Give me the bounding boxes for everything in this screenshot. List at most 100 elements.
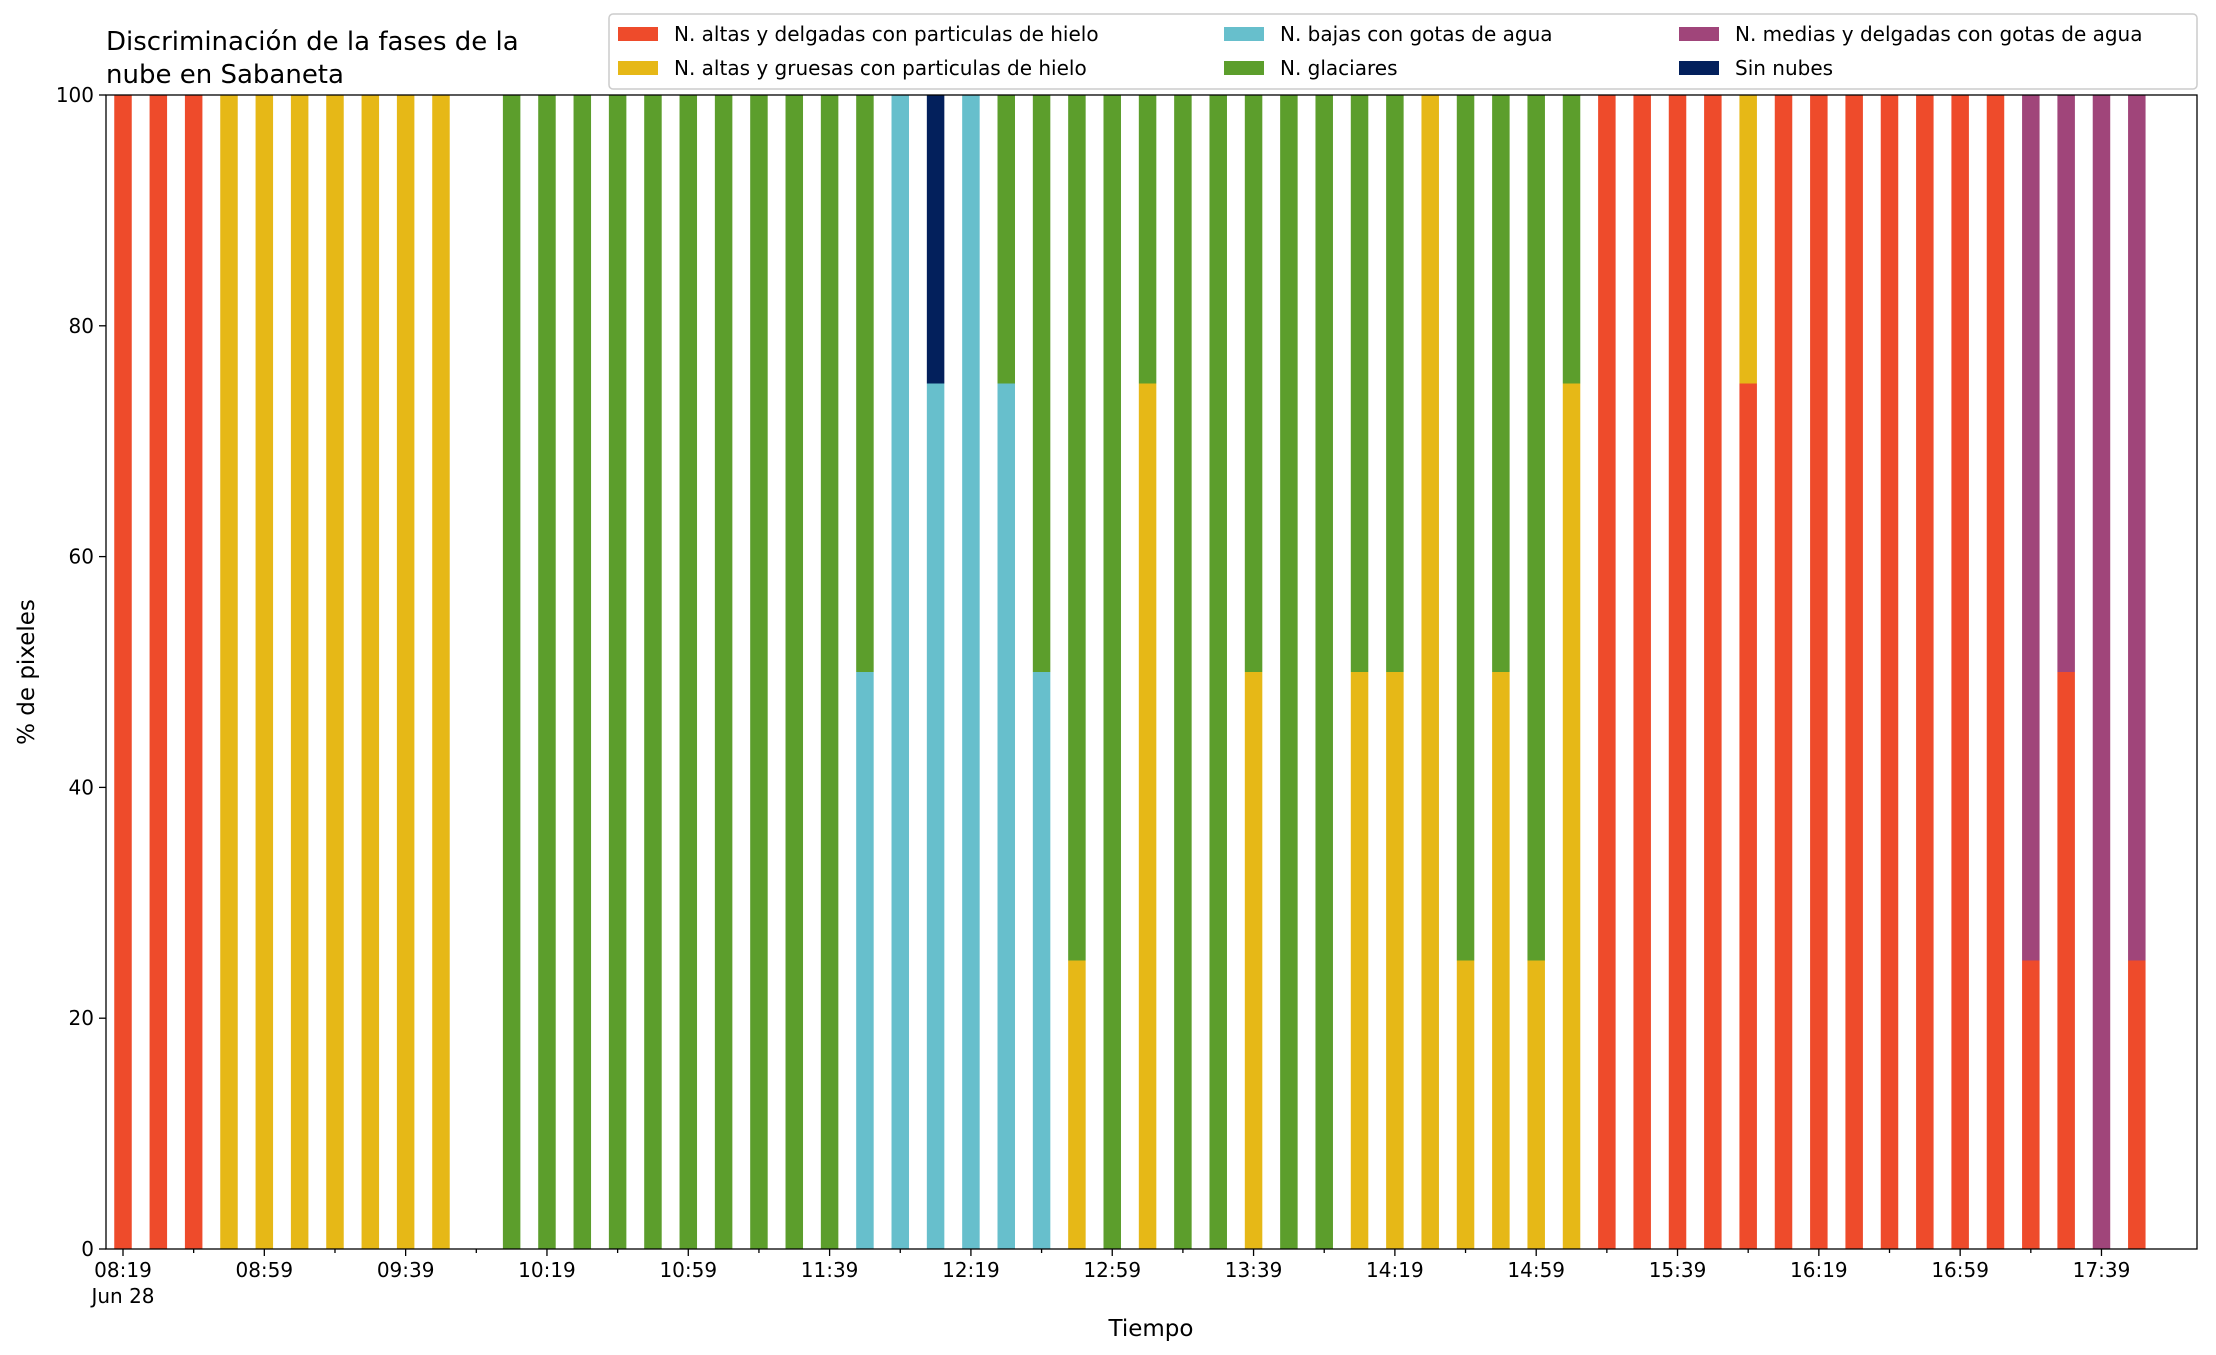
x-tick-label: 14:59	[1507, 1258, 1565, 1282]
bar-segment	[1880, 95, 1899, 1249]
y-tick-label: 60	[69, 545, 94, 569]
bar-segment	[220, 95, 238, 1249]
bar-segment	[750, 95, 768, 1249]
bar-segment	[1103, 95, 1121, 1249]
bar-segment	[2022, 960, 2040, 1249]
bar-segment	[361, 95, 380, 1249]
legend-label: Sin nubes	[1735, 56, 1833, 80]
x-tick-label: 09:39	[377, 1258, 435, 1282]
bar-segment	[2057, 672, 2075, 1249]
x-tick-label: 10:19	[518, 1258, 576, 1282]
bar-segment	[1032, 672, 1051, 1249]
bar-segment	[1350, 95, 1369, 672]
bar-segment	[2128, 95, 2146, 961]
bar-segment	[1986, 95, 2005, 1249]
x-tick-label: 12:19	[942, 1258, 1000, 1282]
legend-swatch	[618, 61, 658, 75]
bar-segment	[1492, 672, 1510, 1249]
bar-segment	[1774, 95, 1793, 1249]
bar-segment	[1315, 95, 1333, 1249]
bar-segment	[2128, 960, 2146, 1249]
bar-segment	[396, 95, 415, 1249]
bar-segment	[1456, 960, 1475, 1249]
bar-segment	[608, 95, 627, 1249]
legend-swatch	[1224, 27, 1264, 41]
bar-segment	[1386, 95, 1404, 672]
x-tick-label: 16:59	[1931, 1258, 1989, 1282]
y-tick-label: 20	[69, 1006, 94, 1030]
bar-segment	[538, 95, 556, 1249]
bar-segment	[1209, 95, 1227, 1249]
legend-label: N. altas y gruesas con particulas de hie…	[674, 56, 1087, 80]
x-tick-label: 08:59	[235, 1258, 293, 1282]
plot-frame	[105, 94, 2198, 1250]
bar-segment	[1810, 95, 1828, 1249]
bar-segment	[820, 95, 839, 1249]
bar-segment	[926, 95, 945, 384]
legend-label: N. bajas con gotas de agua	[1280, 22, 1553, 46]
x-tick-label: 12:59	[1083, 1258, 1141, 1282]
bar-segment	[502, 95, 521, 1249]
bar-segment	[1068, 95, 1086, 961]
bar-segment	[856, 672, 874, 1249]
bar-segment	[714, 95, 733, 1249]
bar-segment	[1174, 95, 1192, 1249]
bar-segment	[891, 95, 910, 1249]
bar-segment	[1492, 95, 1510, 672]
x-tick-label: 13:39	[1225, 1258, 1283, 1282]
bar-segment	[1562, 95, 1581, 384]
bar-segment	[679, 95, 698, 1249]
bar-segment	[1562, 383, 1581, 1249]
bar-segment	[997, 95, 1015, 384]
bar-segment	[1739, 383, 1757, 1249]
legend-swatch	[1679, 27, 1719, 41]
legend-swatch	[618, 27, 658, 41]
legend-swatch	[1224, 61, 1264, 75]
x-tick-label: 17:39	[2073, 1258, 2131, 1282]
bar-segment	[1704, 95, 1722, 1249]
bar-segment	[1244, 672, 1263, 1249]
x-tick-label: 16:19	[1790, 1258, 1848, 1282]
x-tick-label: 08:19	[94, 1258, 152, 1282]
bar-segment	[573, 95, 592, 1249]
bar-segment	[1280, 95, 1298, 1249]
x-tick-label: 10:59	[659, 1258, 717, 1282]
chart-title: nube en Sabaneta	[106, 60, 344, 90]
bar-segment	[926, 383, 945, 1249]
bar-segment	[1739, 95, 1757, 384]
bar-segment	[785, 95, 804, 1249]
legend-swatch	[1679, 61, 1719, 75]
bar-segment	[1386, 672, 1404, 1249]
bar-segment	[1244, 95, 1263, 672]
bar-segment	[1032, 95, 1051, 672]
x-tick-label: 11:39	[801, 1258, 859, 1282]
bar-segment	[962, 95, 980, 1249]
bar-segment	[1456, 95, 1475, 961]
bar-segment	[114, 95, 132, 1249]
legend-box	[608, 13, 2198, 90]
bar-segment	[856, 95, 874, 672]
bar-segment	[1421, 95, 1439, 1249]
legend-label: N. altas y delgadas con particulas de hi…	[674, 22, 1099, 46]
bar-segment	[149, 95, 168, 1249]
bar-segment	[1916, 95, 1934, 1249]
x-tick-label: 15:39	[1649, 1258, 1707, 1282]
bar-segment	[644, 95, 662, 1249]
x-date-label: Jun 28	[89, 1284, 154, 1308]
bar-segment	[1527, 95, 1545, 961]
bar-segment	[1845, 95, 1863, 1249]
y-tick-label: 40	[69, 775, 94, 799]
y-tick-label: 100	[56, 83, 94, 107]
bar-segment	[1068, 960, 1086, 1249]
y-tick-label: 80	[69, 314, 94, 338]
legend-label: N. medias y delgadas con gotas de agua	[1735, 22, 2143, 46]
bar-segment	[290, 95, 309, 1249]
bar-segment	[432, 95, 450, 1249]
bar-segment	[255, 95, 274, 1249]
chart-title: Discriminación de la fases de la	[106, 27, 519, 57]
bar-segment	[2022, 95, 2040, 961]
bar-segment	[997, 383, 1015, 1249]
y-axis-label: % de pixeles	[14, 599, 40, 745]
bar-segment	[1598, 95, 1616, 1249]
